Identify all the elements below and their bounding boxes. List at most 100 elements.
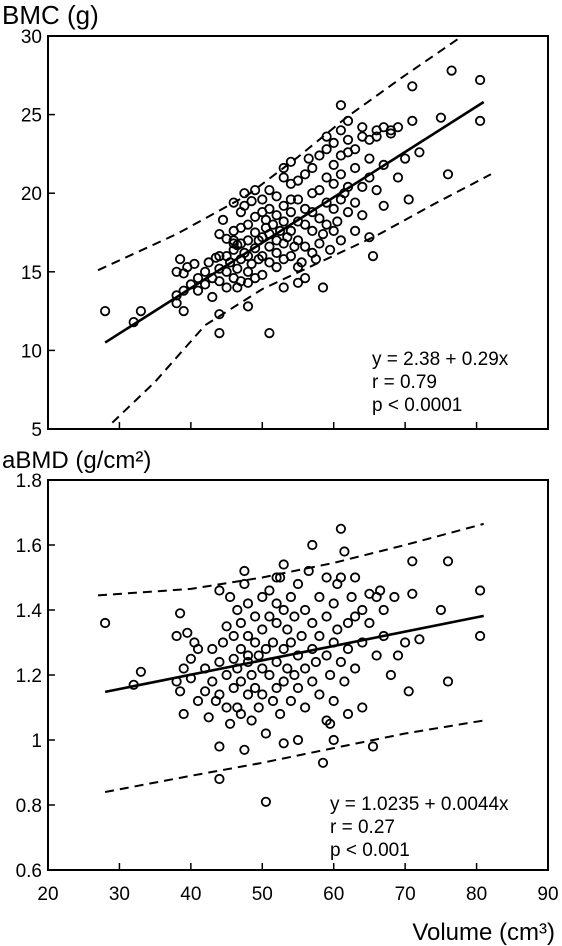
bmc-data-point <box>278 172 289 183</box>
abmd-data-point <box>271 598 282 609</box>
bmc-data-point <box>364 232 375 243</box>
abmd-data-point <box>414 634 425 645</box>
abmd-panel: aBMD (g/cm²) 0.6 0.8 1 1.2 1.4 1.6 1.8 20 30 40 50… <box>2 447 559 946</box>
abmd-data-point <box>321 611 332 622</box>
abmd-data-point <box>292 682 304 694</box>
abmd-data-point <box>349 572 361 583</box>
abmd-data-point <box>328 598 339 609</box>
abmd-data-point <box>385 669 396 681</box>
abmd-data-point <box>192 643 204 655</box>
bmc-data-point <box>189 258 200 269</box>
abmd-data-point <box>289 669 300 681</box>
abmd-data-point <box>221 669 232 681</box>
abmd-data-point <box>264 669 275 681</box>
abmd-y-tick-label: 1.6 <box>16 536 42 557</box>
bmc-data-point <box>296 257 307 268</box>
bmc-data-point <box>321 131 332 142</box>
abmd-data-point <box>278 604 289 616</box>
bmc-data-point <box>335 235 346 246</box>
abmd-data-point <box>442 556 454 567</box>
abmd-data-point <box>185 653 196 664</box>
abmd-data-point <box>182 627 193 638</box>
abmd-data-point <box>285 695 296 707</box>
bmc-data-point <box>357 181 368 192</box>
bmc-data-point <box>292 175 304 186</box>
bmc-y-tick-label: 30 <box>21 27 42 48</box>
abmd-band-upper <box>97 522 484 597</box>
abmd-data-point <box>260 728 271 739</box>
abmd-data-point <box>175 686 186 697</box>
bmc-data-point <box>349 197 361 208</box>
abmd-annotation-r: r = 0.27 <box>330 817 395 838</box>
bmc-data-point <box>349 144 361 155</box>
abmd-data-point <box>374 585 386 596</box>
bmc-data-point <box>235 276 246 287</box>
abmd-data-point <box>378 604 389 616</box>
bmc-data-point <box>274 225 286 236</box>
abmd-data-point <box>339 546 350 557</box>
bmc-data-point <box>324 244 336 255</box>
bmc-data-point <box>285 207 296 218</box>
bmc-data-point <box>221 266 232 277</box>
bmc-data-point <box>335 125 346 136</box>
bmc-data-point <box>242 277 254 288</box>
bmc-plot-frame <box>47 35 549 430</box>
abmd-data-point <box>242 598 254 609</box>
abmd-data-point <box>285 591 296 603</box>
bmc-data-point <box>328 178 339 189</box>
abmd-data-point <box>246 669 257 681</box>
bmc-data-point <box>299 219 311 230</box>
abmd-axis-ticks: 0.6 0.8 1 1.2 1.4 1.6 1.8 20 30 40 50 60 70 80 90 <box>16 471 559 905</box>
abmd-data-point <box>228 630 239 642</box>
abmd-data-point <box>292 650 304 661</box>
bmc-data-point <box>246 258 257 269</box>
abmd-data-point <box>239 565 250 577</box>
bmc-fit-line-group <box>104 100 485 344</box>
abmd-data-point <box>217 637 229 648</box>
abmd-data-point <box>292 578 304 590</box>
bmc-data-point <box>171 298 182 309</box>
bmc-data-point <box>239 200 250 211</box>
abmd-data-point <box>253 702 264 713</box>
bmc-data-point <box>267 219 279 230</box>
bmc-data-point <box>214 276 225 287</box>
bmc-axis-ticks: 5 10 15 20 25 30 <box>21 27 549 441</box>
abmd-data-point <box>357 702 368 713</box>
bmc-points <box>100 65 486 339</box>
bmc-data-point <box>200 266 211 277</box>
abmd-data-point <box>239 744 250 755</box>
abmd-data-point <box>260 643 271 655</box>
abmd-data-point <box>364 617 375 629</box>
bmc-data-point <box>217 214 229 225</box>
abmd-data-point <box>442 676 454 687</box>
bmc-data-point <box>264 185 275 196</box>
bmc-data-point <box>403 194 414 205</box>
bmc-data-point <box>342 115 354 127</box>
abmd-annotation-equation: y = 1.0235 + 0.0044x <box>330 794 509 815</box>
bmc-data-point <box>264 241 275 252</box>
abmd-y-tick-label: 1.2 <box>16 666 42 687</box>
bmc-data-point <box>257 251 268 262</box>
bmc-data-point <box>385 128 396 139</box>
bmc-data-point <box>310 254 321 265</box>
abmd-data-point <box>100 617 111 629</box>
bmc-annotation-p: p < 0.0001 <box>372 395 462 416</box>
bmc-data-point <box>278 200 289 211</box>
bmc-data-point <box>314 185 325 196</box>
abmd-data-point <box>332 624 343 635</box>
bmc-data-point <box>278 162 289 174</box>
abmd-data-point <box>250 682 261 694</box>
abmd-x-tick-label: 30 <box>109 884 130 905</box>
bmc-data-point <box>371 131 382 142</box>
bmc-data-point <box>242 219 254 230</box>
abmd-data-point <box>257 624 268 635</box>
abmd-data-point <box>307 539 318 551</box>
bmc-data-point <box>250 211 261 222</box>
abmd-band-lower <box>104 719 484 793</box>
abmd-data-point <box>228 653 239 664</box>
abmd-data-point <box>407 588 418 599</box>
bmc-data-point <box>317 282 329 293</box>
bmc-data-point <box>399 153 411 164</box>
abmd-data-point <box>235 643 246 655</box>
bmc-y-tick-label: 5 <box>31 420 42 441</box>
